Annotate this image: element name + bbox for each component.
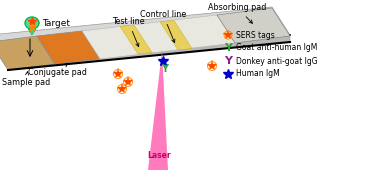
Text: Υ: Υ	[161, 64, 169, 74]
Text: Goat anti-human IgM: Goat anti-human IgM	[236, 43, 318, 53]
Text: SERS tags: SERS tags	[236, 30, 275, 40]
Polygon shape	[217, 8, 290, 43]
Text: Laser: Laser	[147, 151, 171, 160]
Polygon shape	[82, 15, 235, 59]
Text: Test line: Test line	[112, 17, 145, 47]
Polygon shape	[25, 17, 39, 29]
Text: Sample pad: Sample pad	[2, 72, 50, 87]
Text: Control line: Control line	[140, 10, 186, 43]
Text: Υ: Υ	[224, 43, 232, 53]
Text: Target: Target	[42, 19, 70, 27]
Polygon shape	[160, 20, 192, 50]
Polygon shape	[0, 7, 290, 63]
Polygon shape	[120, 25, 152, 54]
Text: Human IgM: Human IgM	[236, 69, 280, 78]
Polygon shape	[8, 35, 290, 70]
Text: Donkey anti-goat IgG: Donkey anti-goat IgG	[236, 56, 318, 66]
Polygon shape	[0, 36, 55, 70]
Polygon shape	[37, 31, 100, 64]
Text: Υ: Υ	[224, 56, 232, 66]
Text: Conjugate pad: Conjugate pad	[28, 63, 87, 77]
Polygon shape	[28, 29, 36, 35]
Polygon shape	[148, 51, 168, 170]
Text: Absorbing pad: Absorbing pad	[208, 3, 266, 23]
